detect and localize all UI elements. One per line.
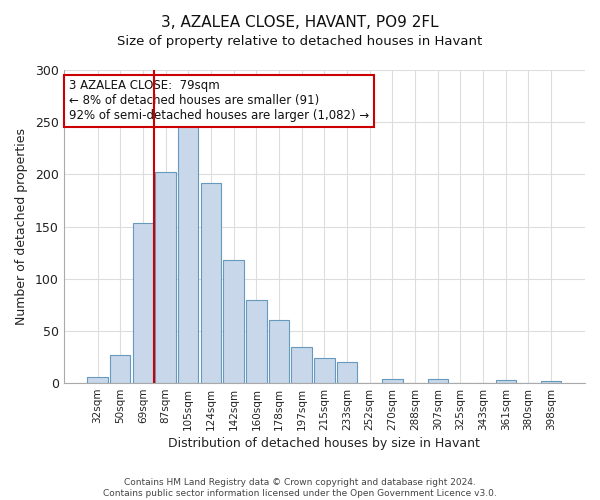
Bar [246,300,266,383]
Bar [223,260,244,383]
X-axis label: Distribution of detached houses by size in Havant: Distribution of detached houses by size … [169,437,480,450]
Bar [337,362,357,383]
Bar [541,381,562,383]
Bar [201,182,221,383]
Y-axis label: Number of detached properties: Number of detached properties [15,128,28,325]
Bar [292,346,312,383]
Bar [155,172,176,383]
Bar [496,380,516,383]
Bar [110,355,130,383]
Bar [133,224,153,383]
Bar [178,122,199,383]
Bar [428,379,448,383]
Text: Contains HM Land Registry data © Crown copyright and database right 2024.
Contai: Contains HM Land Registry data © Crown c… [103,478,497,498]
Bar [269,320,289,383]
Bar [88,377,108,383]
Text: 3, AZALEA CLOSE, HAVANT, PO9 2FL: 3, AZALEA CLOSE, HAVANT, PO9 2FL [161,15,439,30]
Bar [382,379,403,383]
Text: Size of property relative to detached houses in Havant: Size of property relative to detached ho… [118,35,482,48]
Text: 3 AZALEA CLOSE:  79sqm
← 8% of detached houses are smaller (91)
92% of semi-deta: 3 AZALEA CLOSE: 79sqm ← 8% of detached h… [69,80,369,122]
Bar [314,358,335,383]
